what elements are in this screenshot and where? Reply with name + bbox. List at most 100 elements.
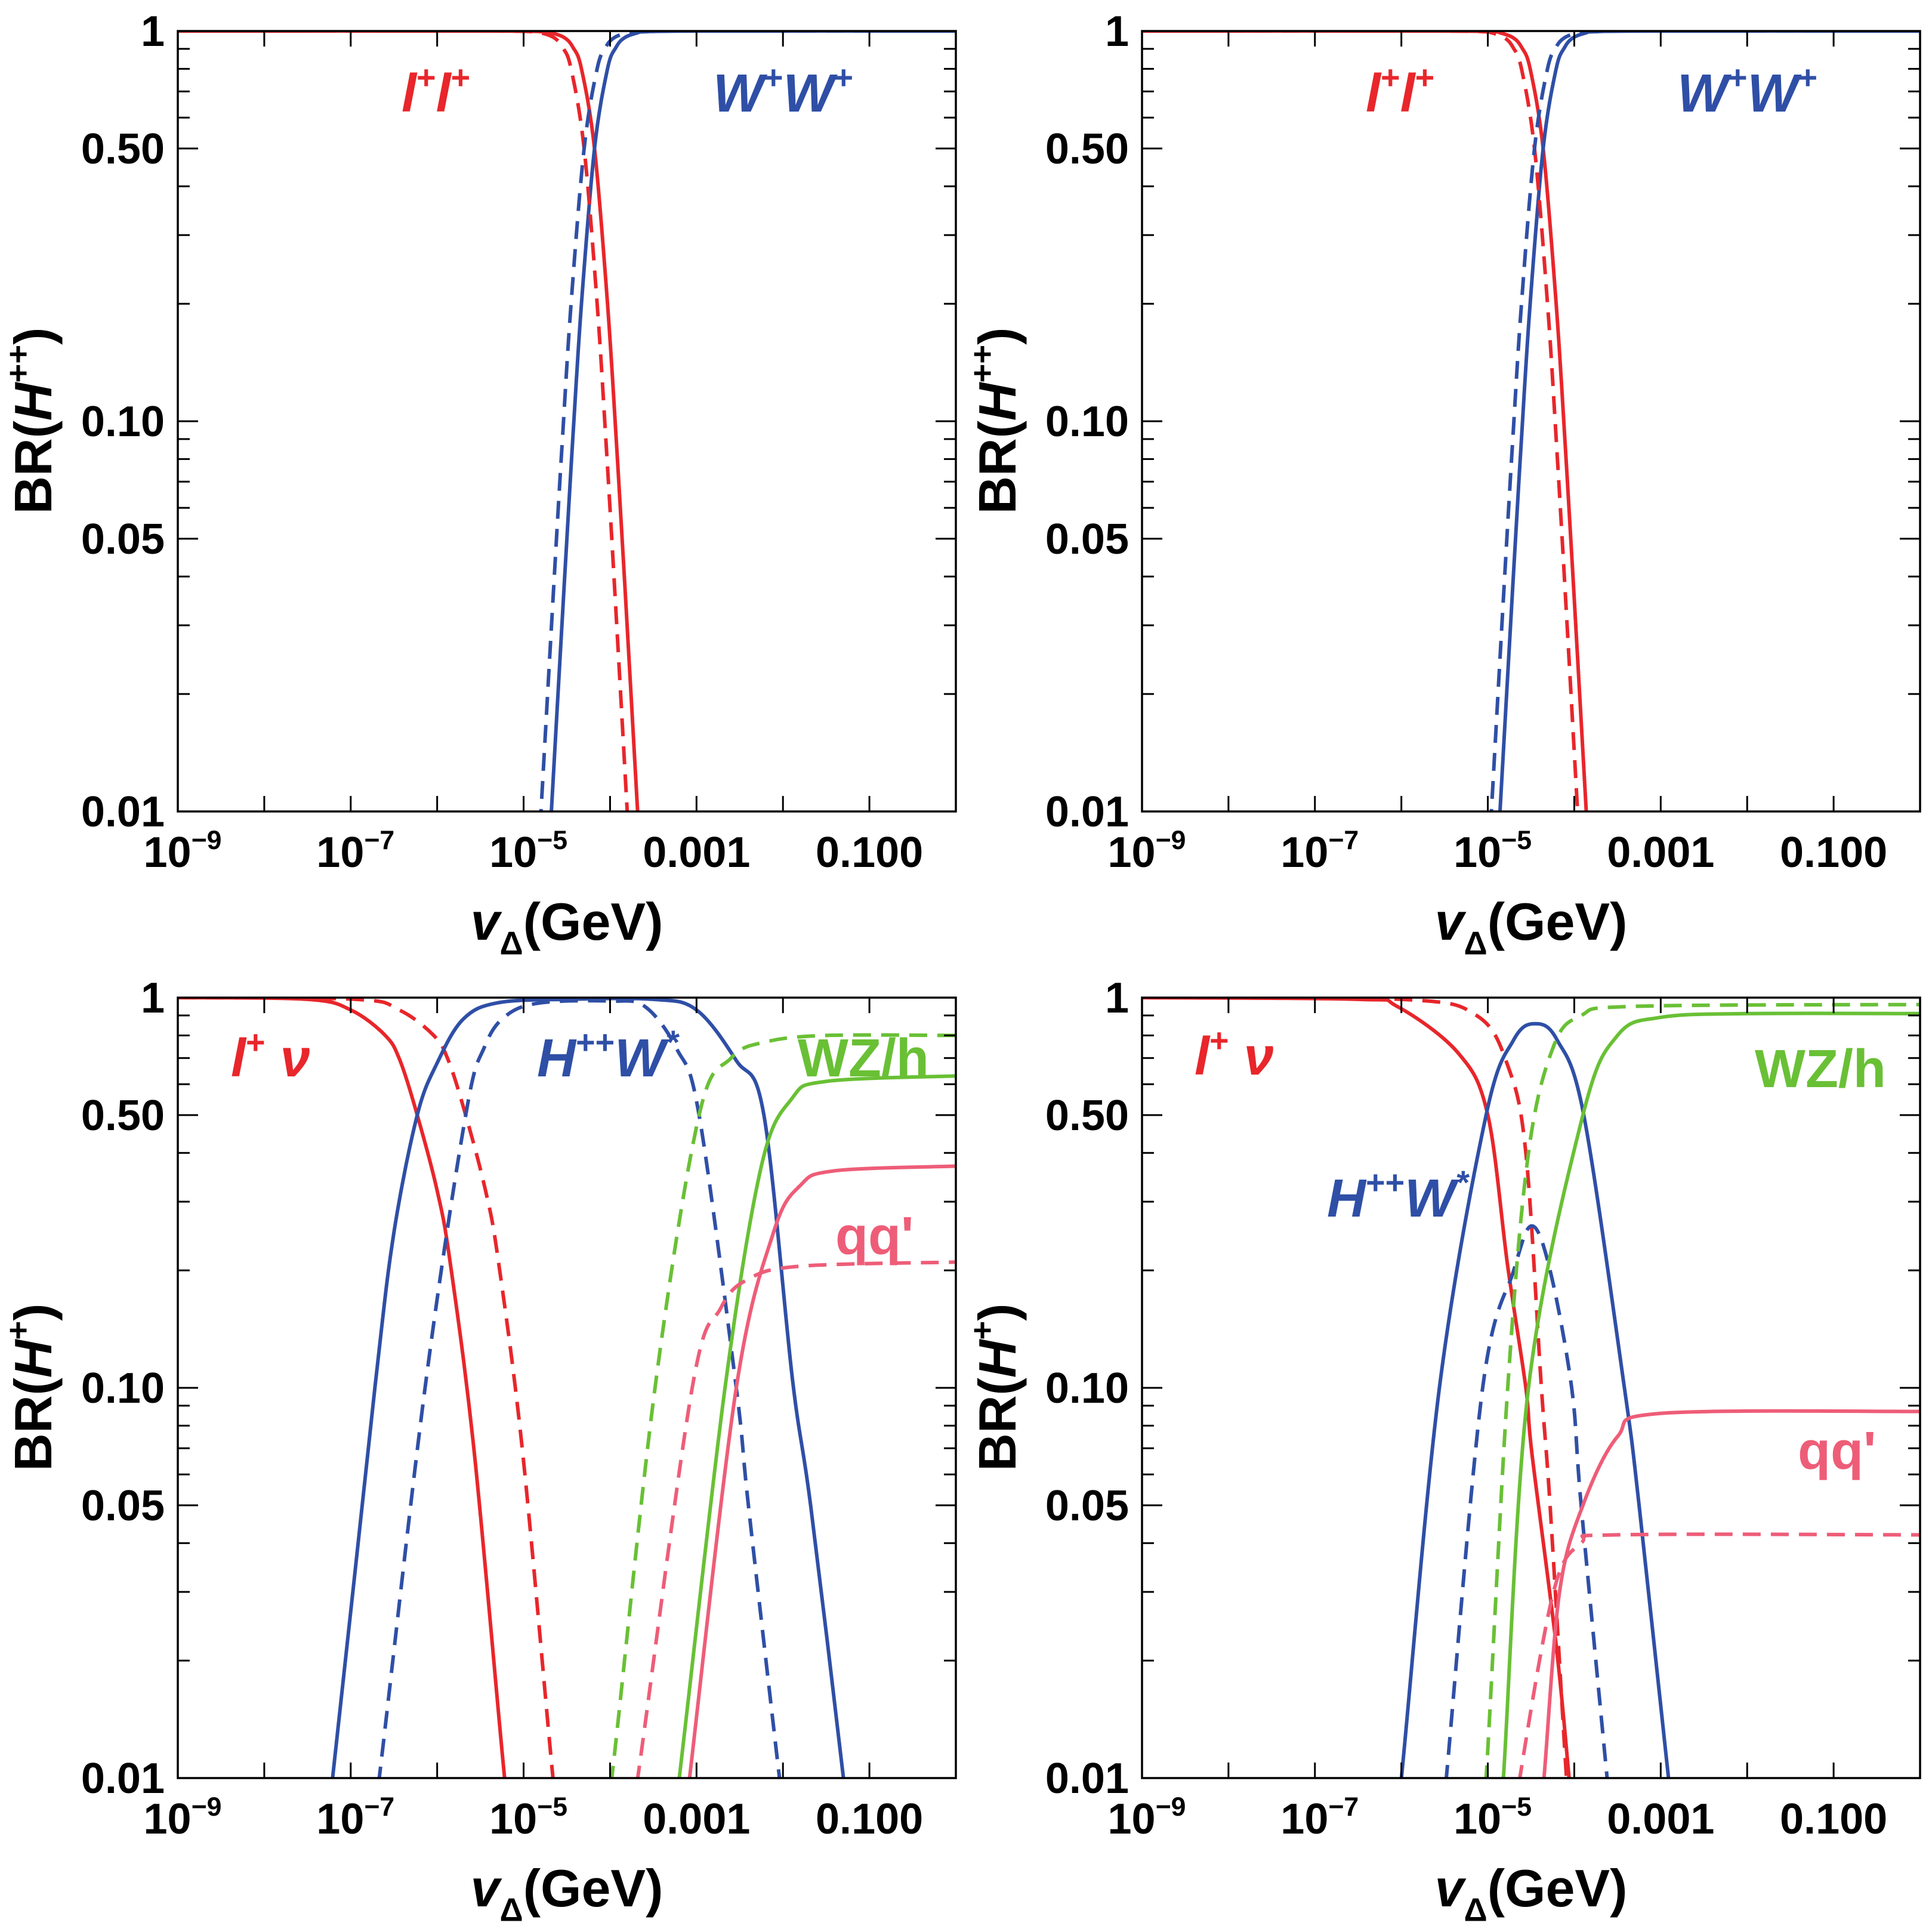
text-part: v xyxy=(1435,1859,1467,1918)
text-part: 10 xyxy=(144,829,192,877)
x-tick-label: 0.100 xyxy=(1780,829,1887,877)
text-part: ν xyxy=(266,1029,310,1088)
y-axis-title: BR(H+) xyxy=(964,1303,1027,1471)
y-tick-label: 1 xyxy=(141,974,165,1022)
plot-frame xyxy=(1141,30,1921,813)
text-part: v xyxy=(471,892,502,951)
text-part: −7 xyxy=(1328,826,1359,855)
series-group xyxy=(1142,998,1920,1778)
x-tick-label: 0.100 xyxy=(816,829,923,877)
x-tick-label: 10−7 xyxy=(1280,1792,1359,1843)
y-tick-label: 0.10 xyxy=(81,398,165,446)
text-part: l xyxy=(1195,1027,1211,1087)
curve-label: W+W+ xyxy=(1677,58,1817,124)
text-part: (GeV) xyxy=(1487,892,1628,951)
x-tick-label: 10−5 xyxy=(1453,826,1532,877)
text-part: ) xyxy=(968,1303,1027,1320)
text-part: v xyxy=(1435,892,1467,951)
text-part: BR( xyxy=(968,1377,1027,1471)
text-part: 0.001 xyxy=(1607,1795,1714,1843)
plot-frame xyxy=(177,996,957,1779)
text-part: −7 xyxy=(364,826,394,855)
x-tick-label: 0.001 xyxy=(1607,829,1714,877)
text-part: + xyxy=(1728,58,1748,96)
x-tick-label: 0.100 xyxy=(1780,1795,1887,1843)
x-tick-label: 10−7 xyxy=(316,826,394,877)
y-tick-label: 0.01 xyxy=(1045,1755,1129,1803)
x-tick-label: 0.001 xyxy=(1607,1795,1714,1843)
y-tick-label: 0.10 xyxy=(1045,1365,1129,1412)
y-tick-label: 0.01 xyxy=(81,1755,165,1803)
y-tick-label: 0.05 xyxy=(81,516,165,563)
y-axis-title: BR(H+) xyxy=(0,1303,63,1471)
text-part: WZ/h xyxy=(1755,1039,1886,1099)
curve-label: l+l+ xyxy=(402,58,470,124)
series-line-wz-h-dashed xyxy=(1484,1002,1920,1778)
text-part: −5 xyxy=(537,1792,567,1822)
series-line-qq-dashed xyxy=(1518,1532,1920,1778)
text-part: −9 xyxy=(192,1792,222,1822)
y-axis-title: BR(H++) xyxy=(964,328,1027,514)
x-tick-label: 10−5 xyxy=(489,826,567,877)
series-line-qq-dashed xyxy=(635,1260,956,1778)
text-part: ++ xyxy=(0,345,36,383)
text-part: + xyxy=(764,58,783,96)
curve-label: WZ/h xyxy=(798,1029,929,1088)
text-part: + xyxy=(1381,58,1400,96)
text-part: 10 xyxy=(144,1795,192,1843)
text-part: W xyxy=(1677,64,1732,124)
y-axis-title: BR(H++) xyxy=(0,328,63,514)
text-part: 0.001 xyxy=(643,829,750,877)
curve-label: l+ ν xyxy=(231,1023,310,1088)
text-part: 0.100 xyxy=(1780,1795,1887,1843)
text-part: qq' xyxy=(835,1206,913,1266)
series-line-wz-h-dashed xyxy=(610,1033,956,1778)
text-part: H xyxy=(4,381,63,421)
plot-frame xyxy=(1141,996,1921,1779)
text-part: W xyxy=(1405,1169,1459,1229)
y-tick-label: 0.05 xyxy=(1045,516,1129,563)
text-part: 10 xyxy=(1108,829,1156,877)
y-tick-label: 0.05 xyxy=(81,1482,165,1530)
text-part: l xyxy=(1366,64,1382,124)
text-part: l xyxy=(231,1029,247,1088)
text-part: H xyxy=(4,1338,63,1378)
text-part: W xyxy=(615,1029,669,1088)
x-tick-label: 0.001 xyxy=(643,829,750,877)
plot-frame xyxy=(177,30,957,813)
text-part: −5 xyxy=(1501,1792,1532,1822)
text-part: + xyxy=(1798,58,1818,96)
series-line-w-w-dashed xyxy=(1489,31,1920,811)
text-part: 10 xyxy=(316,1795,364,1843)
text-part: W xyxy=(783,64,838,124)
text-part: Δ xyxy=(1464,1892,1487,1928)
text-part: 10 xyxy=(1453,829,1501,877)
text-part: 0.100 xyxy=(816,829,923,877)
series-group xyxy=(178,998,956,1778)
y-tick-label: 0.50 xyxy=(81,125,165,173)
text-part: 0.100 xyxy=(1780,829,1887,877)
text-part: 10 xyxy=(489,1795,537,1843)
text-part: H xyxy=(1327,1169,1367,1229)
text-part: ++ xyxy=(576,1023,615,1061)
text-part: 10 xyxy=(1280,829,1328,877)
text-part: ++ xyxy=(1366,1163,1405,1201)
text-part: + xyxy=(1209,1021,1229,1059)
series-line-wz-h-solid xyxy=(1501,1011,1920,1778)
text-part: + xyxy=(451,58,471,96)
x-tick-label: 0.100 xyxy=(816,1795,923,1843)
curve-label: qq' xyxy=(835,1206,913,1266)
series-line-l-solid xyxy=(178,998,507,1778)
series-line-w-w-solid xyxy=(1498,31,1920,811)
text-part: ) xyxy=(968,328,1027,345)
curve-label: H++W* xyxy=(537,1023,680,1088)
text-part: −9 xyxy=(192,826,222,855)
y-tick-label: 0.05 xyxy=(1045,1482,1129,1530)
y-tick-label: 0.01 xyxy=(1045,788,1129,836)
text-part: Δ xyxy=(500,925,523,962)
series-line-wz-h-solid xyxy=(677,1074,956,1778)
text-part: l xyxy=(436,64,452,124)
series-line-h-w-solid xyxy=(331,998,845,1778)
